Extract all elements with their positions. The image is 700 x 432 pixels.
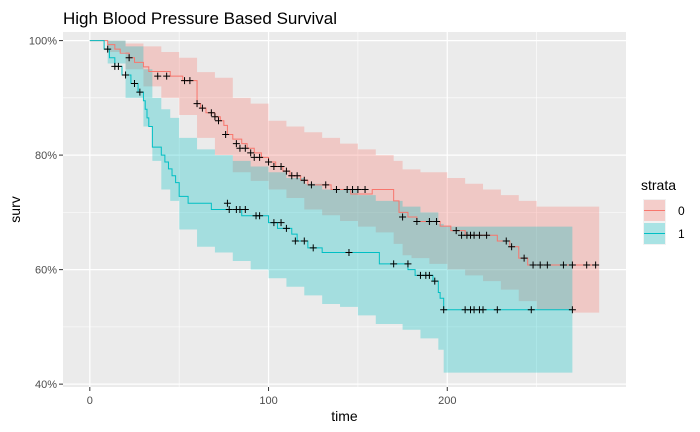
censor-mark [222, 130, 230, 138]
censor-mark [300, 176, 308, 184]
censor-mark [433, 218, 441, 226]
censor-mark [256, 212, 264, 220]
censor-mark [291, 237, 299, 245]
censor-mark [122, 71, 130, 79]
censor-mark [136, 88, 144, 96]
censor-mark [452, 227, 460, 235]
grid-lines [63, 32, 626, 387]
confidence-band-0 [89, 40, 600, 313]
confidence-band-1 [89, 40, 573, 373]
censor-mark [529, 261, 537, 269]
x-axis: 0 100 200 [87, 387, 456, 407]
censor-mark [277, 219, 285, 227]
censor-mark [559, 261, 567, 269]
y-tick-label: 60% [35, 265, 57, 277]
censor-mark [425, 271, 433, 279]
censor-mark [256, 153, 264, 161]
censor-marks [104, 45, 600, 314]
survival-curve-1 [89, 40, 573, 311]
censor-mark [198, 104, 206, 112]
censor-mark [354, 185, 362, 193]
censor-mark [232, 140, 240, 148]
x-axis-title: time [331, 408, 358, 424]
censor-mark [322, 181, 330, 189]
y-tick-label: 100% [29, 36, 57, 48]
legend-label-0: 0 [678, 204, 685, 218]
censor-mark [163, 72, 171, 80]
censor-mark [568, 306, 576, 314]
censor-mark [332, 185, 340, 193]
censor-mark [247, 149, 255, 157]
censor-mark [207, 109, 215, 117]
censor-mark [404, 260, 412, 268]
censor-mark [104, 45, 112, 53]
legend-title: strata [641, 177, 676, 193]
censor-mark [270, 219, 278, 227]
survival-curve-0 [89, 40, 596, 266]
censor-mark [425, 218, 433, 226]
censor-mark [309, 244, 317, 252]
censor-mark [270, 163, 278, 171]
censor-mark [390, 260, 398, 268]
censor-mark [154, 72, 162, 80]
censor-mark [186, 77, 194, 85]
censor-mark [536, 261, 544, 269]
legend: strata 0 1 [641, 177, 685, 245]
censor-mark [125, 54, 133, 62]
censor-mark [345, 248, 353, 256]
censor-mark [479, 306, 487, 314]
censor-mark [520, 254, 528, 262]
censor-mark [543, 261, 551, 269]
censor-mark [583, 261, 591, 269]
censor-mark [399, 213, 407, 221]
censor-mark [413, 218, 421, 226]
censor-mark [241, 206, 249, 213]
censor-mark [527, 306, 535, 314]
censor-mark [277, 163, 285, 171]
censor-mark [568, 261, 576, 269]
confidence-bands [89, 40, 600, 373]
chart-title: High Blood Pressure Based Survival [63, 9, 337, 28]
censor-mark [431, 277, 439, 285]
y-axis: 40% 60% 80% 100% [29, 36, 63, 391]
censor-mark [282, 167, 290, 175]
x-tick-label: 0 [87, 395, 93, 407]
censor-mark [300, 237, 308, 245]
censor-mark [193, 100, 201, 108]
y-tick-label: 40% [35, 379, 57, 391]
censor-mark [114, 62, 122, 70]
plot-panel [63, 32, 626, 387]
censor-mark [508, 243, 516, 251]
survival-curves [89, 40, 596, 311]
censor-mark [211, 113, 219, 121]
censor-mark [592, 261, 600, 269]
censor-mark [282, 224, 290, 232]
censor-mark [483, 231, 491, 239]
censor-mark [475, 231, 483, 239]
censor-mark [493, 306, 501, 314]
censor-mark [440, 306, 448, 314]
censor-mark [214, 117, 222, 125]
censor-mark [223, 199, 231, 207]
y-axis-title: surv [7, 196, 23, 222]
censor-mark [225, 206, 233, 213]
censor-mark [361, 185, 369, 193]
legend-label-1: 1 [678, 227, 685, 241]
censor-mark [502, 237, 510, 245]
censor-mark [307, 181, 315, 189]
censor-mark [241, 144, 249, 152]
y-tick-label: 80% [35, 150, 57, 162]
censor-mark [265, 158, 273, 166]
censor-mark [293, 172, 301, 180]
censor-mark [130, 80, 138, 88]
x-tick-label: 200 [438, 395, 456, 407]
x-tick-label: 100 [259, 395, 277, 407]
